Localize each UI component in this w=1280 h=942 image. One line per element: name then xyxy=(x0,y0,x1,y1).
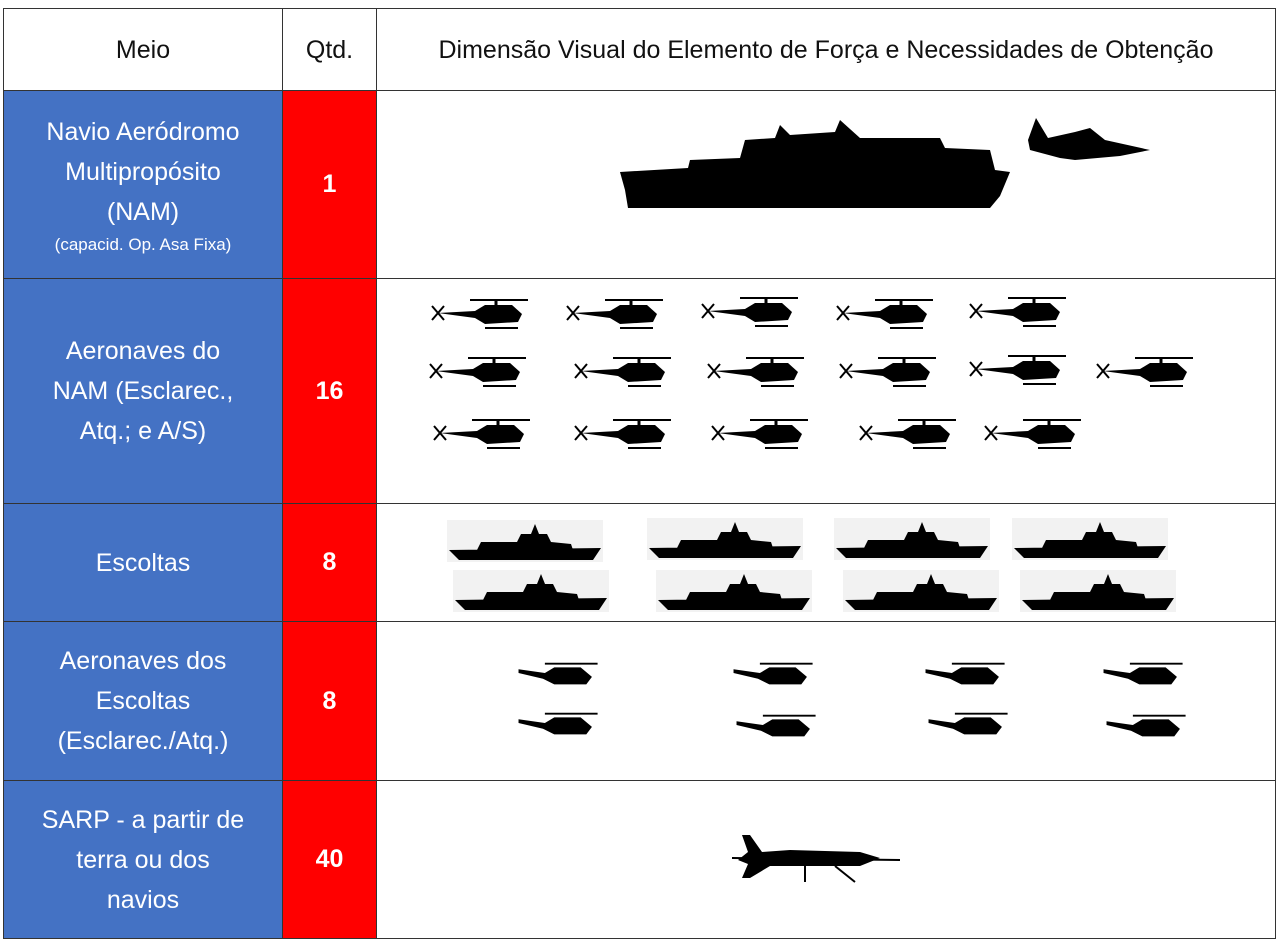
row-meio: Navio Aeródromo Multipropósito (NAM) (cap… xyxy=(3,90,283,279)
nam-helicopters xyxy=(428,296,1195,450)
row-qtd: 40 xyxy=(282,780,377,939)
row-meio: Aeronaves dos Escoltas (Esclarec./Atq.) xyxy=(3,621,283,781)
header-dimensao: Dimensão Visual do Elemento de Força e N… xyxy=(376,8,1276,91)
row-qtd: 8 xyxy=(282,621,377,781)
row-visual xyxy=(376,780,1276,939)
row-qtd: 1 xyxy=(282,90,377,279)
row-meio: SARP - a partir de terra ou dos navios xyxy=(3,780,283,939)
carrier-icon xyxy=(620,120,1010,208)
drone-icon xyxy=(731,835,901,883)
row-qtd: 8 xyxy=(282,503,377,622)
row-qtd: 16 xyxy=(282,278,377,504)
meio-note: (capacid. Op. Asa Fixa) xyxy=(54,234,232,254)
row-meio: Escoltas xyxy=(3,503,283,622)
jet-icon xyxy=(1028,118,1150,160)
row-meio: Aeronaves do NAM (Esclarec., Atq.; e A/S… xyxy=(3,278,283,504)
escort-ships xyxy=(447,518,1176,612)
escort-helicopters xyxy=(517,662,1187,738)
meio-text: Navio Aeródromo Multipropósito (NAM) xyxy=(46,117,240,226)
